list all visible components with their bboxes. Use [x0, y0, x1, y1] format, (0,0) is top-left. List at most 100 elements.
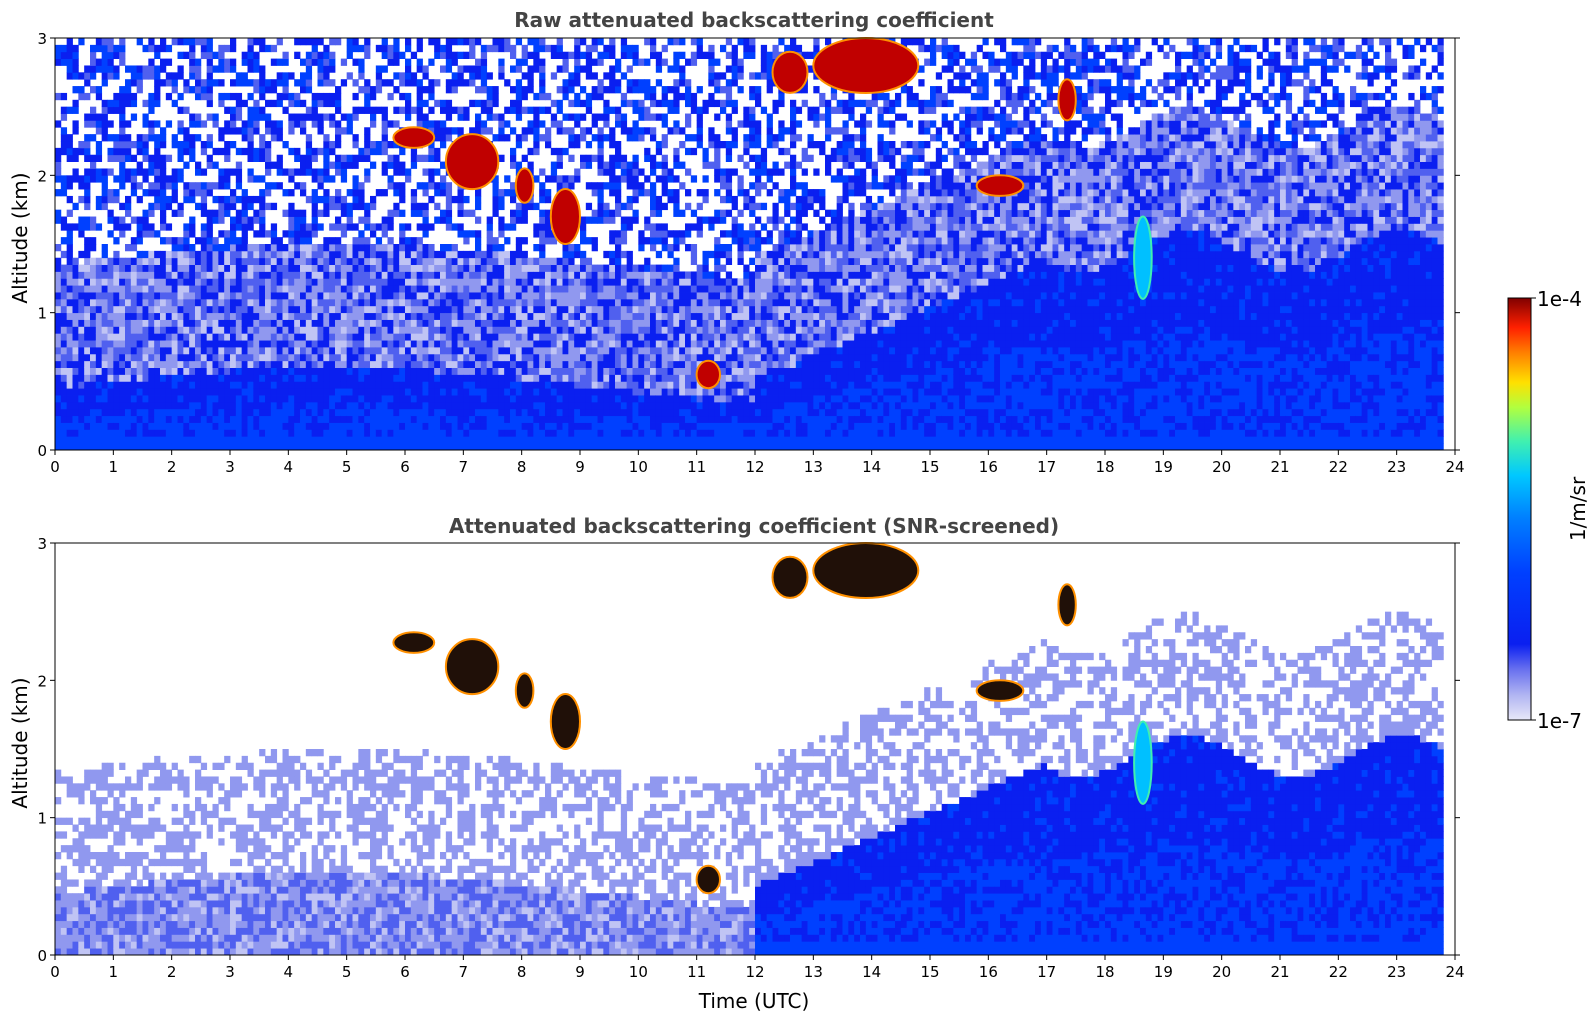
heatmap-cell — [282, 422, 289, 430]
heatmap-cell — [276, 326, 283, 334]
heatmap-cell — [107, 106, 114, 114]
heatmap-cell — [504, 38, 511, 46]
heatmap-cell — [679, 347, 686, 355]
heatmap-cell — [136, 353, 143, 362]
heatmap-cell — [276, 333, 283, 341]
heatmap-cell — [416, 292, 423, 300]
heatmap-cell — [387, 298, 394, 307]
heatmap-cell — [247, 278, 254, 286]
heatmap-cell — [428, 38, 435, 46]
heatmap-cell — [230, 278, 237, 286]
heatmap-cell — [422, 388, 429, 396]
heatmap-cell — [457, 422, 464, 430]
heatmap-cell — [195, 292, 202, 300]
heatmap-cell — [574, 271, 581, 279]
heatmap-cell — [638, 312, 645, 320]
heatmap-cell — [165, 395, 173, 403]
heatmap-cell — [282, 436, 289, 444]
heatmap-cell — [352, 347, 359, 355]
heatmap-cell — [673, 443, 680, 451]
heatmap-cell — [539, 223, 546, 231]
heatmap-cell — [212, 182, 219, 190]
heatmap-cell — [620, 422, 628, 430]
heatmap-cell — [154, 408, 161, 417]
heatmap-cell — [352, 189, 359, 197]
heatmap-cell — [224, 168, 231, 176]
heatmap-cell — [329, 347, 336, 355]
heatmap-cell — [200, 189, 208, 197]
heatmap-cell — [451, 408, 458, 417]
heatmap-cell — [661, 182, 668, 190]
heatmap-cell — [475, 422, 482, 430]
heatmap-cell — [480, 401, 488, 410]
heatmap-cell — [440, 175, 447, 183]
heatmap-cell — [113, 298, 120, 307]
heatmap-cell — [119, 257, 126, 265]
heatmap-cell — [300, 58, 307, 66]
heatmap-cell — [510, 44, 517, 53]
heatmap-cell — [545, 388, 552, 396]
heatmap-cell — [644, 367, 651, 375]
heatmap-cell — [393, 340, 400, 348]
heatmap-cell — [119, 340, 126, 348]
heatmap-cell — [463, 51, 470, 59]
heatmap-cell — [428, 367, 435, 375]
heatmap-cell — [265, 86, 272, 94]
heatmap-cell — [685, 353, 692, 362]
heatmap-cell — [270, 44, 278, 53]
heatmap-cell — [673, 127, 680, 135]
heatmap-cell — [282, 443, 289, 451]
heatmap-cell — [568, 244, 575, 252]
heatmap-cell — [212, 333, 219, 341]
heatmap-cell — [288, 120, 295, 128]
heatmap-cell — [515, 429, 523, 437]
heatmap-cell — [609, 401, 616, 410]
heatmap-cell — [177, 374, 184, 382]
heatmap-cell — [626, 257, 633, 265]
heatmap-cell — [358, 305, 365, 314]
heatmap-cell — [568, 182, 575, 190]
heatmap-cell — [585, 92, 593, 101]
heatmap-cell — [603, 278, 610, 286]
heatmap-cell — [78, 195, 85, 204]
heatmap-cell — [562, 175, 569, 183]
heatmap-cell — [212, 353, 219, 362]
heatmap-cell — [282, 305, 289, 314]
heatmap-cell — [463, 237, 470, 245]
heatmap-cell — [603, 216, 610, 224]
heatmap-cell — [381, 347, 388, 355]
heatmap-cell — [615, 230, 622, 238]
heatmap-cell — [521, 216, 528, 224]
heatmap-cell — [177, 237, 184, 245]
heatmap-cell — [130, 353, 138, 362]
heatmap-cell — [346, 422, 353, 430]
heatmap-cell — [107, 319, 114, 327]
heatmap-cell — [422, 120, 429, 128]
heatmap-cell — [235, 374, 243, 382]
heatmap-cell — [171, 134, 178, 142]
heatmap-cell — [288, 312, 295, 320]
heatmap-cell — [679, 401, 686, 410]
heatmap-cell — [673, 436, 680, 444]
heatmap-cell — [463, 195, 470, 204]
heatmap-cell — [550, 120, 558, 128]
heatmap-cell — [603, 312, 610, 320]
heatmap-cell — [230, 92, 237, 101]
heatmap-cell — [480, 305, 488, 314]
heatmap-cell — [440, 367, 447, 375]
heatmap-cell — [90, 86, 97, 94]
heatmap-cell — [165, 326, 173, 334]
heatmap-cell — [130, 401, 138, 410]
heatmap-cell — [609, 271, 616, 279]
heatmap-cell — [486, 264, 493, 272]
heatmap-cell — [405, 264, 412, 272]
heatmap-cell — [574, 353, 581, 362]
heatmap-cell — [340, 347, 348, 355]
heatmap-cell — [661, 113, 668, 121]
heatmap-cell — [679, 360, 686, 368]
heatmap-cell — [451, 367, 458, 375]
heatmap-cell — [119, 292, 126, 300]
heatmap-cell — [84, 202, 91, 211]
heatmap-cell — [510, 436, 517, 444]
heatmap-cell — [661, 312, 668, 320]
